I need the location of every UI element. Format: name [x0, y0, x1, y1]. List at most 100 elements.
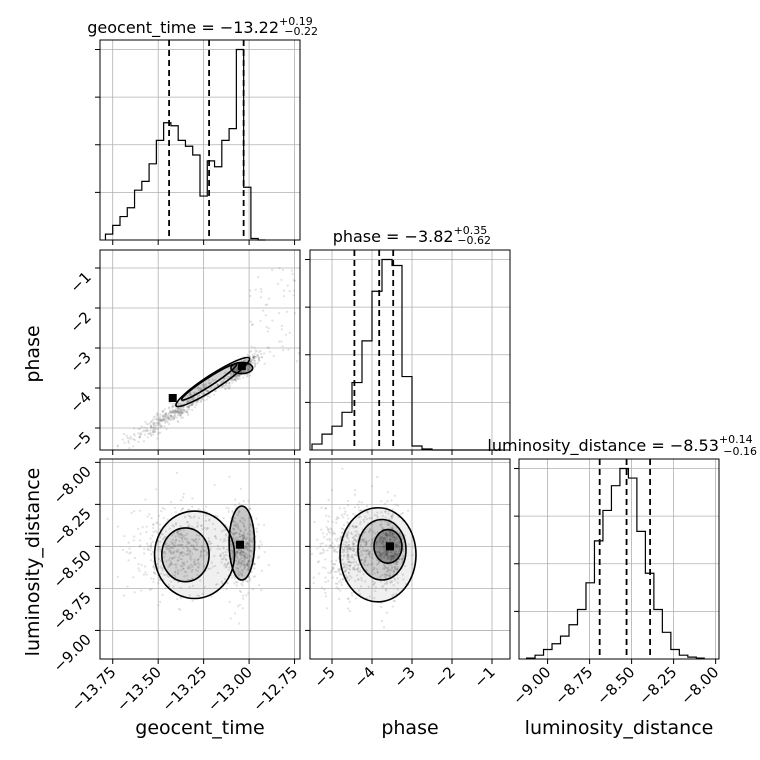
- y-tick-label: −8.25: [50, 504, 95, 549]
- sample-point: [188, 552, 191, 555]
- sample-point: [316, 547, 319, 550]
- sample-point: [346, 514, 349, 517]
- sample-point: [174, 511, 178, 514]
- sample-point: [166, 518, 169, 521]
- sample-point: [213, 483, 216, 487]
- panel-frame: [309, 249, 511, 451]
- sample-point: [180, 410, 183, 414]
- sample-point: [200, 398, 204, 401]
- xlabel-geocent_time: geocent_time: [135, 717, 264, 739]
- sample-point: [195, 543, 199, 547]
- x-tick-label: −5: [310, 663, 338, 691]
- sample-point: [196, 524, 200, 527]
- sample-point: [173, 506, 177, 509]
- sample-point: [179, 569, 182, 572]
- sample-point: [288, 331, 291, 334]
- sample-point: [106, 517, 109, 520]
- title-minus: −0.62: [457, 234, 491, 247]
- sample-point: [197, 538, 201, 541]
- sample-point: [213, 393, 216, 396]
- sample-point: [259, 296, 263, 299]
- sample-point: [200, 524, 203, 527]
- sample-point: [228, 475, 231, 478]
- sample-point: [203, 509, 206, 512]
- sample-point: [141, 430, 144, 433]
- sample-point: [173, 409, 177, 413]
- sample-point: [166, 415, 170, 418]
- sample-point: [149, 426, 153, 429]
- sample-point: [172, 409, 175, 412]
- sample-point: [162, 516, 165, 520]
- panel-frame: [99, 249, 301, 451]
- sample-point: [241, 538, 245, 541]
- sample-point: [220, 558, 223, 561]
- sample-point: [249, 294, 252, 298]
- sample-point: [163, 537, 166, 540]
- sample-point: [198, 393, 201, 397]
- sample-point: [245, 367, 249, 370]
- sample-point: [174, 544, 177, 548]
- sample-point: [175, 539, 178, 542]
- sample-point: [172, 405, 175, 408]
- sample-point: [336, 582, 339, 585]
- sample-point: [258, 359, 261, 362]
- sample-point: [152, 526, 155, 530]
- sample-point: [176, 408, 179, 411]
- sample-point: [161, 418, 164, 421]
- sample-point: [236, 557, 239, 560]
- sample-point: [181, 411, 184, 415]
- sample-point: [380, 619, 384, 623]
- sample-point: [170, 410, 173, 414]
- sample-point: [357, 506, 360, 509]
- scatter-panel-geocent_time-vs-luminosity_distance: −13.75−13.50−13.25−13.00−12.75 −9.00−8.75…: [50, 458, 301, 715]
- sample-point: [211, 379, 215, 382]
- sample-point: [183, 408, 186, 412]
- sample-point: [223, 384, 226, 387]
- sample-point: [282, 295, 285, 298]
- sample-point: [197, 389, 200, 392]
- sample-point: [224, 383, 228, 386]
- sample-point: [145, 422, 148, 425]
- sample-point: [253, 362, 256, 365]
- sample-point: [132, 445, 135, 448]
- sample-point: [185, 571, 188, 574]
- sample-point: [133, 535, 136, 538]
- sample-point: [263, 362, 266, 365]
- sample-point: [337, 587, 340, 590]
- sample-point: [247, 569, 250, 572]
- panel-luminosity_distance-hist: luminosity_distance = −8.53+0.14 −0.16: [487, 433, 757, 458]
- sample-point: [220, 385, 224, 388]
- sample-point: [182, 405, 185, 409]
- sample-point: [159, 418, 162, 421]
- sample-point: [241, 574, 244, 577]
- sample-point: [271, 319, 274, 322]
- sample-point: [182, 406, 185, 410]
- sample-point: [248, 350, 251, 354]
- sample-point: [246, 365, 249, 368]
- sample-point: [163, 414, 166, 417]
- sample-point: [343, 512, 346, 516]
- sample-point: [174, 411, 178, 414]
- sample-point: [138, 539, 141, 542]
- sample-point: [321, 566, 324, 569]
- sample-point: [321, 548, 324, 551]
- sample-point: [244, 544, 247, 547]
- sample-point: [175, 563, 178, 566]
- sample-point: [164, 587, 167, 590]
- sample-point: [401, 512, 404, 515]
- sample-point: [327, 499, 330, 502]
- sample-point: [335, 521, 338, 524]
- sample-point: [245, 563, 249, 566]
- sample-point: [204, 505, 208, 508]
- sample-point: [174, 563, 177, 566]
- sample-point: [152, 426, 155, 429]
- sample-point: [193, 562, 197, 565]
- sample-point: [127, 439, 130, 443]
- sample-point: [238, 551, 242, 554]
- sample-point: [253, 562, 256, 566]
- sample-point: [149, 424, 153, 428]
- sample-point: [188, 566, 192, 570]
- sample-point: [248, 544, 251, 547]
- sample-point: [139, 433, 142, 436]
- sample-point: [137, 440, 140, 444]
